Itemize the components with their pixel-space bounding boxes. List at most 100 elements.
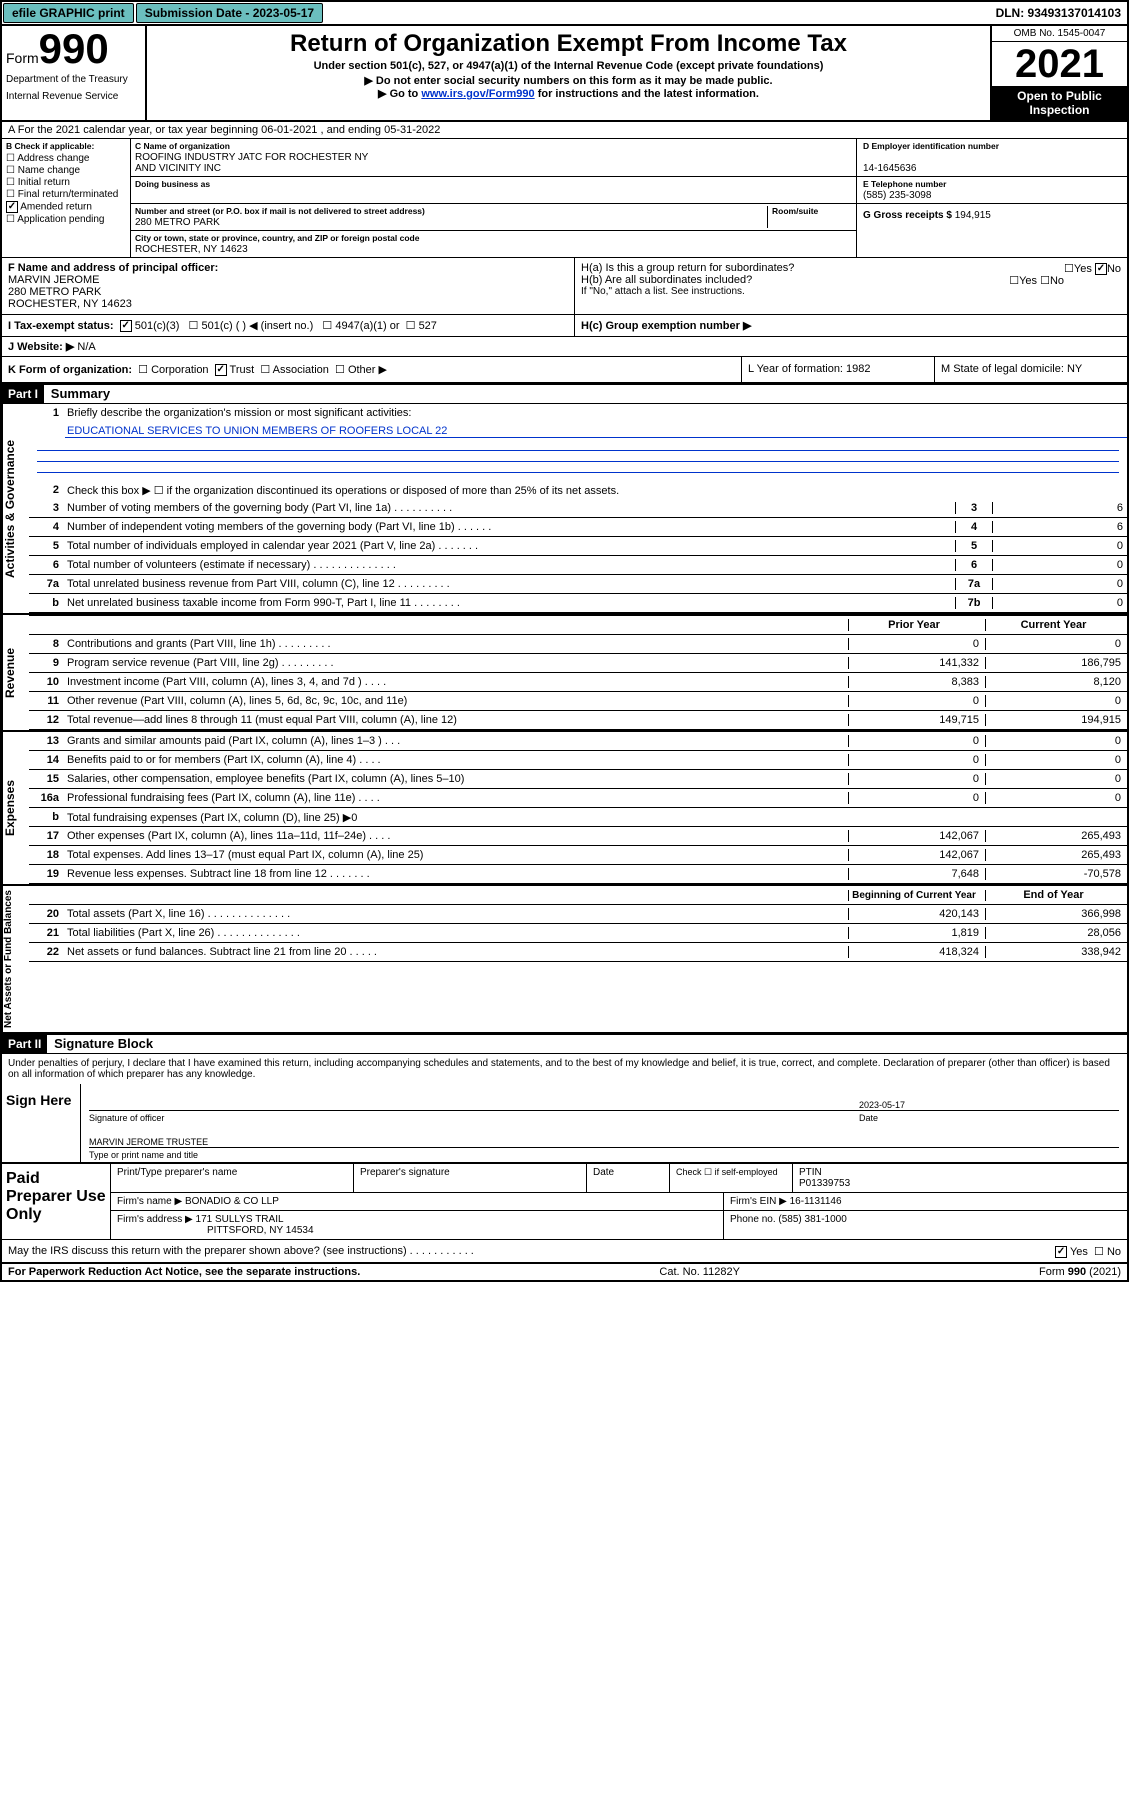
paid-preparer-row: Paid Preparer Use Only Print/Type prepar… [2,1163,1127,1240]
tax-year-line: A For the 2021 calendar year, or tax yea… [2,122,446,138]
gross-label: G Gross receipts $ [863,210,952,221]
sign-here-row: Sign Here 2023-05-17 Signature of office… [2,1084,1127,1163]
room-label: Room/suite [772,206,818,216]
section-b: B Check if applicable: ☐ Address change … [2,139,131,257]
firm-name: BONADIO & CO LLP [185,1196,279,1207]
hdr-eoy: End of Year [986,889,1127,901]
part1-label: Part I [2,385,44,403]
section-f: F Name and address of principal officer:… [2,258,575,314]
table-row: 17Other expenses (Part IX, column (A), l… [29,827,1127,846]
title-sub2: ▶ Do not enter social security numbers o… [155,74,982,87]
discuss-row: May the IRS discuss this return with the… [2,1240,1127,1264]
mission-line4 [37,462,1119,473]
part2-label: Part II [2,1035,47,1053]
form-page: efile GRAPHIC print Submission Date - 20… [0,0,1129,1282]
discuss-yes[interactable] [1055,1246,1067,1258]
section-hc: H(c) Group exemption number ▶ [575,315,1127,336]
submission-button[interactable]: Submission Date - 2023-05-17 [136,3,323,23]
section-h: H(a) Is this a group return for subordin… [575,258,1127,314]
table-row: 20Total assets (Part X, line 16) . . . .… [29,905,1127,924]
chk-501c3[interactable] [120,320,132,332]
open-public-label: Open to Public Inspection [992,86,1127,120]
section-c: C Name of organization ROOFING INDUSTRY … [131,139,857,257]
omb-label: OMB No. 1545-0047 [992,26,1127,42]
f-label: F Name and address of principal officer: [8,262,218,274]
title-sub1: Under section 501(c), 527, or 4947(a)(1)… [155,60,982,72]
firm-addr1: 171 SULLYS TRAIL [196,1214,284,1225]
table-row: 6Total number of volunteers (estimate if… [29,556,1127,575]
table-row: bNet unrelated business taxable income f… [29,594,1127,613]
chk-pending[interactable]: ☐ Application pending [6,214,126,225]
table-row: 8Contributions and grants (Part VIII, li… [29,635,1127,654]
dba-label: Doing business as [135,179,210,189]
top-toolbar: efile GRAPHIC print Submission Date - 20… [2,2,1127,26]
self-employed: Check ☐ if self-employed [670,1164,793,1192]
form-label: Form [6,50,39,66]
table-row: 9Program service revenue (Part VIII, lin… [29,654,1127,673]
phone-label: E Telephone number [863,179,946,189]
hdr-prior-year: Prior Year [848,619,986,631]
prep-name-label: Print/Type preparer's name [111,1164,354,1192]
table-row: 4Number of independent voting members of… [29,518,1127,537]
title-box: Return of Organization Exempt From Incom… [147,26,990,120]
ein: 14-1645636 [863,163,916,174]
section-i: I Tax-exempt status: 501(c)(3) ☐ 501(c) … [2,315,575,336]
irs-label: Internal Revenue Service [6,91,141,102]
table-row: 5Total number of individuals employed in… [29,537,1127,556]
org-name2: AND VICINITY INC [135,163,221,174]
title-sub3: ▶ Go to www.irs.gov/Form990 for instruct… [155,87,982,100]
table-row: 13Grants and similar amounts paid (Part … [29,732,1127,751]
firm-phone: (585) 381-1000 [778,1214,846,1225]
form-number: 990 [39,25,109,72]
year-box: OMB No. 1545-0047 2021 Open to Public In… [990,26,1127,120]
phone: (585) 235-3098 [863,190,931,201]
chk-trust[interactable] [215,364,227,376]
hdr-current-year: Current Year [986,619,1127,631]
irs-link[interactable]: www.irs.gov/Form990 [421,88,534,100]
efile-button[interactable]: efile GRAPHIC print [3,3,134,23]
website: N/A [77,341,95,353]
paid-label: Paid Preparer Use Only [2,1164,111,1239]
part1-header: Part I Summary [2,384,1127,404]
table-row: 21Total liabilities (Part X, line 26) . … [29,924,1127,943]
firm-addr2: PITTSFORD, NY 14534 [117,1225,314,1236]
entity-block: B Check if applicable: ☐ Address change … [2,139,1127,258]
part2-header: Part II Signature Block [2,1034,1127,1054]
city-label: City or town, state or province, country… [135,233,419,243]
table-row: 19Revenue less expenses. Subtract line 1… [29,865,1127,884]
line2: Check this box ▶ ☐ if the organization d… [65,484,1127,497]
sign-here-label: Sign Here [2,1084,81,1162]
sig-officer-label: Signature of officer [89,1113,859,1123]
netassets-section: Net Assets or Fund Balances Beginning of… [2,886,1127,1034]
table-row: bTotal fundraising expenses (Part IX, co… [29,808,1127,827]
chk-initial[interactable]: ☐ Initial return [6,177,126,188]
right-info: D Employer identification number 14-1645… [857,139,1127,257]
chk-addr-change[interactable]: ☐ Address change [6,153,126,164]
table-row: 3Number of voting members of the governi… [29,499,1127,518]
table-row: 14Benefits paid to or for members (Part … [29,751,1127,770]
chk-amended[interactable]: Amended return [6,201,126,213]
dept-label: Department of the Treasury [6,74,141,85]
part2-title: Signature Block [50,1036,153,1051]
declaration: Under penalties of perjury, I declare th… [2,1054,1127,1084]
expenses-section: Expenses 13Grants and similar amounts pa… [2,732,1127,886]
officer-name: MARVIN JEROME [8,274,99,286]
footer-left: For Paperwork Reduction Act Notice, see … [8,1266,360,1278]
chk-final[interactable]: ☐ Final return/terminated [6,189,126,200]
table-row: 12Total revenue—add lines 8 through 11 (… [29,711,1127,730]
prep-sig-label: Preparer's signature [354,1164,587,1192]
title-main: Return of Organization Exempt From Incom… [155,30,982,58]
prep-date-label: Date [587,1164,670,1192]
street-label: Number and street (or P.O. box if mail i… [135,206,425,216]
page-footer: For Paperwork Reduction Act Notice, see … [2,1264,1127,1280]
officer-addr2: ROCHESTER, NY 14623 [8,298,132,310]
mission-line3 [37,451,1119,462]
mission: EDUCATIONAL SERVICES TO UNION MEMBERS OF… [65,425,1127,438]
revenue-section: Revenue Prior Year Current Year 8Contrib… [2,615,1127,732]
status-row: I Tax-exempt status: 501(c)(3) ☐ 501(c) … [2,315,1127,337]
table-row: 22Net assets or fund balances. Subtract … [29,943,1127,962]
ein-label: D Employer identification number [863,141,999,151]
chk-name-change[interactable]: ☐ Name change [6,165,126,176]
date-label: Date [859,1113,1119,1123]
klm-row: K Form of organization: ☐ Corporation Tr… [2,357,1127,384]
